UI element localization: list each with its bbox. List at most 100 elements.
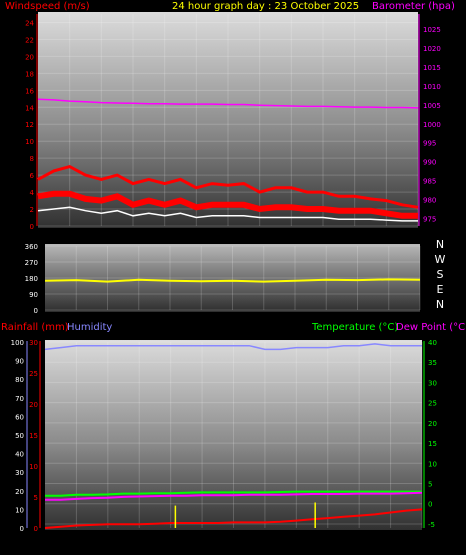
tick-label-temperature: 40 <box>428 339 437 347</box>
series-barometer <box>37 98 419 109</box>
tick-label-x: 22 <box>385 540 395 549</box>
tick-label-humidity: 30 <box>15 469 24 477</box>
rainfall-axis-label: Rainfall (mm) <box>1 322 69 333</box>
tick-label-x: 22 <box>381 231 391 240</box>
wind-panel-bg <box>38 12 418 228</box>
tick-label-temperature: 15 <box>428 440 437 448</box>
tick-label-windspeed: 14 <box>25 104 34 112</box>
tick-label-rain: 25 <box>29 370 38 378</box>
series-windspeed <box>37 190 418 219</box>
tick-label-temperature: -5 <box>428 521 435 529</box>
tick-label-windspeed: 12 <box>25 121 34 129</box>
tick-label-x: 10 <box>197 540 207 549</box>
tick-label-x: 08 <box>160 231 170 240</box>
tick-label-temperature: 0 <box>428 501 432 509</box>
tick-labels: 0246810121416182022249759809859909951000… <box>11 19 441 549</box>
tick-label-rain: 10 <box>29 463 38 471</box>
temperature-axis-label: Temperature (°C) <box>311 322 398 333</box>
tick-label-windspeed: 8 <box>30 155 34 163</box>
series-rainfall <box>44 508 423 529</box>
tick-label-barometer: 1010 <box>423 83 441 91</box>
tick-label-x: 18 <box>323 540 333 549</box>
tick-label-temperature: 5 <box>428 481 432 489</box>
tick-label-x: 08 <box>166 540 176 549</box>
tick-label-humidity: 40 <box>15 451 24 459</box>
tick-label-barometer: 995 <box>423 140 436 148</box>
tick-label-x: 14 <box>260 540 270 549</box>
tick-label-temperature: 20 <box>428 420 437 428</box>
tick-label-x: 16 <box>291 540 301 549</box>
series-winddir <box>44 278 421 283</box>
tick-label-x: 06 <box>128 231 138 240</box>
tick-label-humidity: 70 <box>15 395 24 403</box>
tick-label-x: 18 <box>318 231 328 240</box>
tick-label-humidity: 100 <box>11 339 24 347</box>
tick-label-x: 02 <box>71 540 81 549</box>
barometer-axis-label: Barometer (hpa) <box>372 1 455 12</box>
tick-label-humidity: 50 <box>15 432 24 440</box>
series-dewpoint <box>45 491 423 501</box>
tick-label-windspeed: 4 <box>30 189 35 197</box>
tick-label-direction: 90 <box>29 291 38 299</box>
direction-label: N <box>436 298 444 311</box>
tick-label-direction: 0 <box>34 307 38 315</box>
tick-label-x: 12 <box>228 540 238 549</box>
dir-panel-bg <box>45 244 420 312</box>
tick-label-humidity: 60 <box>15 413 24 421</box>
direction-label: S <box>437 268 444 281</box>
tick-label-rain: 0 <box>34 525 38 533</box>
dewpoint-axis-label: Dew Point (°C) <box>396 322 466 333</box>
tick-label-barometer: 980 <box>423 197 436 205</box>
tick-label-humidity: 10 <box>15 506 24 514</box>
series-temperature <box>45 490 422 497</box>
tick-label-barometer: 1000 <box>423 121 441 129</box>
tick-label-windspeed: 16 <box>25 87 34 95</box>
direction-label: N <box>436 238 444 251</box>
tick-label-x: 12 <box>223 231 233 240</box>
tick-label-x: 00 <box>417 540 427 549</box>
tick-label-x: 00 <box>413 231 423 240</box>
windspeed-axis-label: Windspeed (m/s) <box>5 1 90 12</box>
tick-label-humidity: 20 <box>15 488 24 496</box>
tick-label-temperature: 30 <box>428 379 437 387</box>
tick-label-barometer: 975 <box>423 215 436 223</box>
tick-label-direction: 270 <box>25 259 38 267</box>
tick-label-windspeed: 6 <box>30 172 35 180</box>
tick-label-rain: 5 <box>34 494 38 502</box>
tick-label-windspeed: 18 <box>25 70 34 78</box>
tick-label-x: 04 <box>96 231 106 240</box>
series-gust <box>37 164 419 209</box>
tick-label-barometer: 1020 <box>423 45 441 53</box>
tick-label-direction: 180 <box>25 275 38 283</box>
series-avg-wind <box>37 206 418 222</box>
tick-label-windspeed: 24 <box>25 19 34 27</box>
tick-label-x: 20 <box>354 540 364 549</box>
series-lines <box>37 98 423 529</box>
tick-label-windspeed: 0 <box>30 223 34 231</box>
tick-label-temperature: 10 <box>428 460 437 468</box>
tick-label-x: 16 <box>286 231 296 240</box>
tick-label-x: 14 <box>255 231 265 240</box>
tick-label-x: 06 <box>134 540 144 549</box>
tick-label-windspeed: 22 <box>25 36 34 44</box>
tick-label-rain: 20 <box>29 401 38 409</box>
tick-label-windspeed: 10 <box>25 138 34 146</box>
tick-label-x: 10 <box>191 231 201 240</box>
tick-label-barometer: 1015 <box>423 64 441 72</box>
tick-label-windspeed: 20 <box>25 53 34 61</box>
tick-label-barometer: 1005 <box>423 102 441 110</box>
chart-title: 24 hour graph day : 23 October 2025 <box>172 1 359 12</box>
humidity-axis-label: Humidity <box>67 322 112 333</box>
series-humidity <box>44 343 422 351</box>
tick-label-temperature: 25 <box>428 400 437 408</box>
tick-label-x: 02 <box>65 231 75 240</box>
tick-label-x: 04 <box>103 540 113 549</box>
tick-label-humidity: 90 <box>15 358 24 366</box>
tick-label-temperature: 35 <box>428 359 437 367</box>
tick-label-rain: 30 <box>29 339 38 347</box>
tick-label-rain: 15 <box>29 432 38 440</box>
tick-label-barometer: 985 <box>423 178 436 186</box>
tick-label-humidity: 80 <box>15 376 24 384</box>
